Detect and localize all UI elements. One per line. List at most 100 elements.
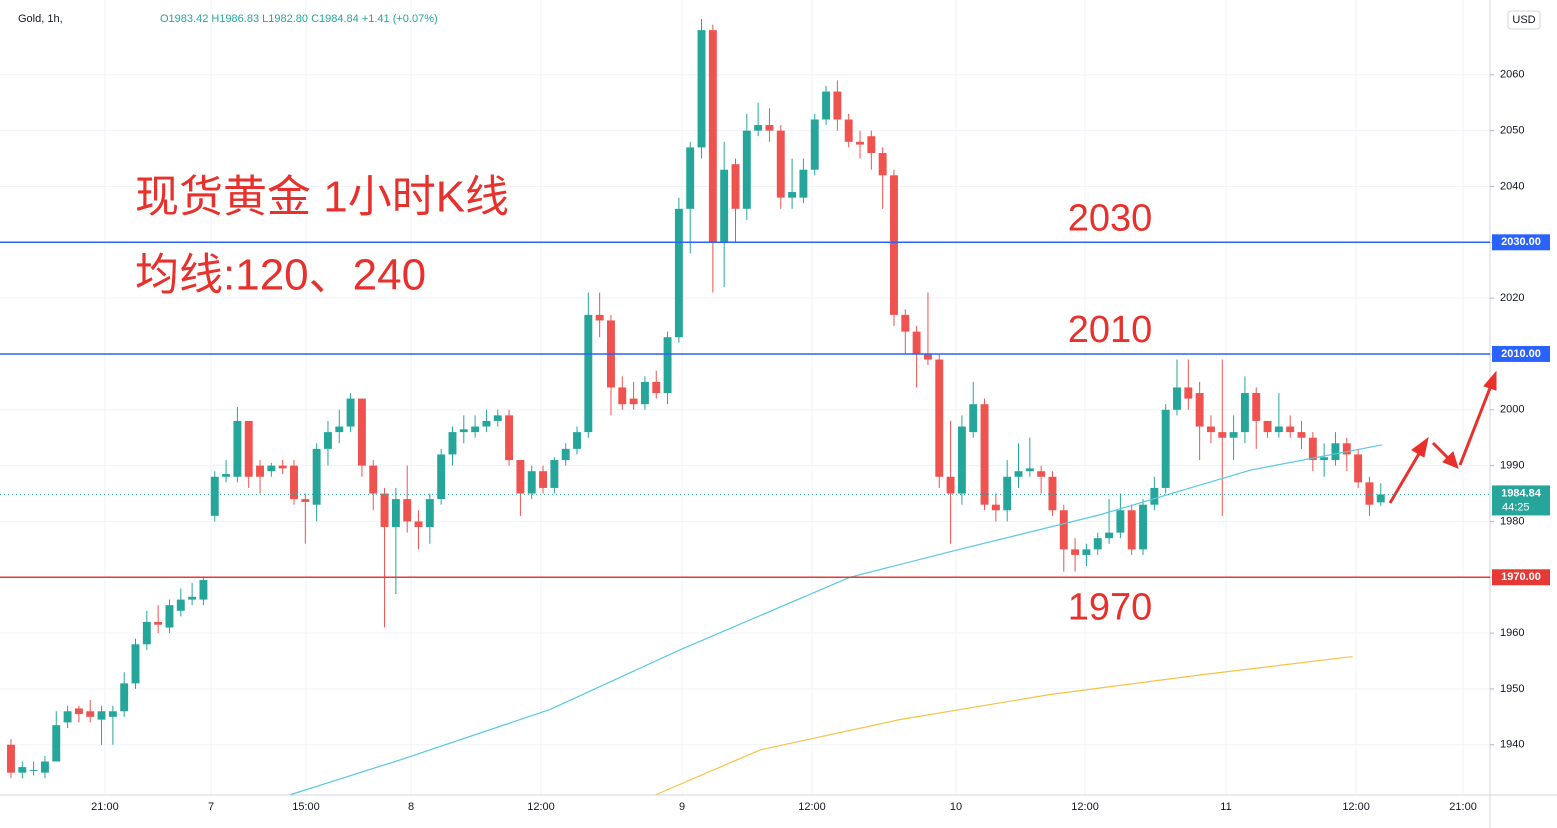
candle-body bbox=[539, 471, 548, 488]
candle-body bbox=[720, 169, 729, 243]
candle-body bbox=[935, 359, 944, 477]
arrow-head bbox=[1483, 370, 1497, 391]
candle-body bbox=[856, 141, 864, 145]
candle-body bbox=[1150, 487, 1159, 505]
candle-body bbox=[52, 725, 61, 762]
candle-body bbox=[154, 621, 163, 625]
candle-body bbox=[40, 761, 49, 773]
annotation: 现货黄金 1小时K线 bbox=[135, 173, 509, 222]
candle-body bbox=[63, 711, 72, 723]
x-tick-label: 12:00 bbox=[1342, 801, 1370, 813]
candle-body bbox=[448, 432, 457, 455]
candle-body bbox=[527, 471, 536, 494]
candle-body bbox=[256, 465, 264, 477]
x-tick-label: 7 bbox=[208, 801, 214, 813]
candle-body bbox=[1082, 549, 1091, 555]
currency: USD bbox=[1512, 14, 1535, 26]
y-tick-label: 1950 bbox=[1500, 683, 1524, 695]
candle-body bbox=[595, 314, 604, 321]
candle-body bbox=[776, 130, 785, 198]
candle-body bbox=[1376, 494, 1385, 503]
x-tick-label: 8 bbox=[408, 801, 414, 813]
candle-body bbox=[482, 420, 491, 427]
candle-body bbox=[1105, 532, 1114, 539]
candle-body bbox=[323, 432, 332, 449]
x-tick-label: 9 bbox=[679, 801, 685, 813]
candle-body bbox=[278, 465, 287, 469]
candle-body bbox=[573, 432, 581, 449]
last-price-label: 1984.84 bbox=[1501, 487, 1542, 499]
ohlc: O1983.42 H1986.83 L1982.80 C1984.84 +1.4… bbox=[160, 13, 438, 25]
candle-body bbox=[1286, 426, 1295, 433]
candle-body bbox=[1184, 387, 1193, 399]
x-tick-label: 21:00 bbox=[1449, 801, 1477, 813]
level-label: 2030 bbox=[1068, 197, 1153, 239]
candle-body bbox=[1320, 457, 1329, 461]
candle-body bbox=[550, 460, 559, 488]
candle-body bbox=[1048, 476, 1057, 511]
candle-body bbox=[165, 605, 174, 628]
marks bbox=[7, 18, 1385, 796]
candle-body bbox=[708, 30, 717, 243]
candle-body bbox=[1127, 510, 1136, 550]
candle-body bbox=[1354, 454, 1363, 483]
candle-body bbox=[290, 465, 298, 500]
candle-body bbox=[1263, 420, 1272, 433]
last-price-badge bbox=[1492, 485, 1550, 516]
candle-body bbox=[912, 331, 921, 354]
level-axis-label: 1970.00 bbox=[1501, 571, 1541, 583]
moving-average bbox=[654, 655, 1353, 796]
level-badge bbox=[1492, 569, 1550, 586]
currency-badge bbox=[1507, 10, 1541, 30]
candle-body bbox=[380, 493, 389, 528]
candle-body bbox=[1308, 437, 1317, 461]
candle-body bbox=[697, 30, 706, 148]
y-tick-label: 1980 bbox=[1500, 515, 1524, 527]
candle-body bbox=[980, 404, 989, 505]
level-label: 1970 bbox=[1068, 586, 1153, 628]
candle-body bbox=[1139, 504, 1147, 550]
y-tick-label: 2060 bbox=[1500, 69, 1524, 81]
candle-body bbox=[731, 164, 740, 209]
candle-body bbox=[1173, 387, 1181, 410]
candle-body bbox=[233, 420, 242, 477]
candle-body bbox=[188, 596, 197, 600]
symbol: Gold, 1h, bbox=[18, 13, 63, 25]
level-axis-label: 2010.00 bbox=[1501, 348, 1541, 360]
candle-body bbox=[459, 429, 468, 433]
y-tick-label: 2020 bbox=[1500, 292, 1524, 304]
candle-body bbox=[629, 398, 638, 405]
candle-body bbox=[901, 314, 910, 332]
candle-body bbox=[878, 152, 887, 176]
candle-body bbox=[29, 769, 38, 771]
arrows bbox=[1388, 370, 1497, 504]
candle-body bbox=[1116, 510, 1125, 533]
candle-body bbox=[210, 476, 219, 516]
x-tick-label: 11 bbox=[1220, 801, 1231, 813]
candle-body bbox=[131, 644, 140, 684]
candle-body bbox=[335, 426, 344, 433]
candle-body bbox=[18, 767, 27, 773]
candle-body bbox=[1195, 393, 1204, 427]
candle-body bbox=[1071, 549, 1080, 555]
candle-body bbox=[1093, 538, 1102, 550]
candle-body bbox=[403, 499, 412, 522]
x-tick-label: 12:00 bbox=[798, 801, 826, 813]
arrow bbox=[1458, 387, 1492, 466]
candle-body bbox=[516, 460, 525, 494]
candle-body bbox=[74, 708, 83, 715]
candle-body bbox=[176, 599, 185, 611]
arrow bbox=[1388, 451, 1422, 504]
candle-body bbox=[1037, 471, 1046, 477]
candle-body bbox=[584, 314, 593, 433]
candle-body bbox=[391, 499, 400, 528]
x-tick-label: 12:00 bbox=[1071, 801, 1099, 813]
candle-body bbox=[199, 580, 208, 600]
arrow-head bbox=[1442, 451, 1459, 469]
candle-body bbox=[505, 415, 514, 461]
arrow-head bbox=[1411, 436, 1429, 458]
candle-body bbox=[493, 415, 502, 421]
level-axis-label: 2030.00 bbox=[1501, 236, 1541, 248]
y-tick-label: 2000 bbox=[1500, 404, 1524, 416]
candle-body bbox=[969, 404, 978, 433]
